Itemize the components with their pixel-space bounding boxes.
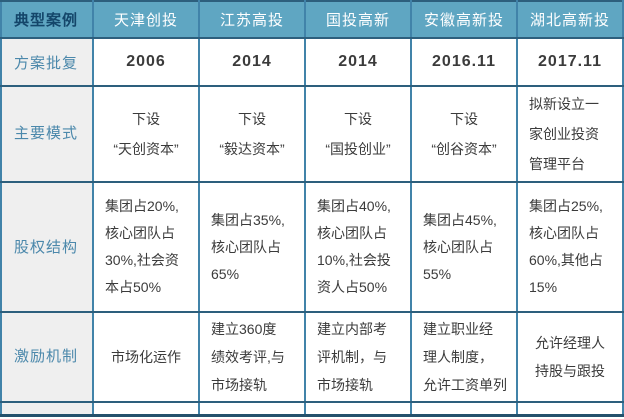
table-cell: 2016.11 xyxy=(410,37,518,87)
table-cell xyxy=(410,401,518,416)
table-cell xyxy=(198,401,306,416)
row-label: 方案批复 xyxy=(0,37,94,87)
row-label: 激励机制 xyxy=(0,311,94,403)
table-cell: 2017.11 xyxy=(516,37,624,87)
table-row-clipped xyxy=(0,401,624,416)
table-cell: 建立职业经 理人制度， 允许工资单列 xyxy=(410,311,518,403)
column-header: 江苏高投 xyxy=(198,0,306,39)
table-cell: 下设 “天创资本” xyxy=(92,85,200,183)
row-label xyxy=(0,401,94,416)
table-row: 方案批复 2006 2014 2014 2016.11 2017.11 xyxy=(0,37,624,87)
table-cell: 允许经理人 持股与跟投 xyxy=(516,311,624,403)
table-cell: 集团占35%, 核心团队占 65% xyxy=(198,181,306,313)
table-cell: 2006 xyxy=(92,37,200,87)
table-cell: 2014 xyxy=(198,37,306,87)
table-row: 股权结构 集团占20%, 核心团队占 30%,社会资 本占50% 集团占35%,… xyxy=(0,181,624,313)
column-header: 安徽高新投 xyxy=(410,0,518,39)
column-header: 湖北高新投 xyxy=(516,0,624,39)
row-label: 主要模式 xyxy=(0,85,94,183)
table-cell: 市场化运作 xyxy=(92,311,200,403)
table-cell: 建立360度 绩效考评,与 市场接轨 xyxy=(198,311,306,403)
column-header: 天津创投 xyxy=(92,0,200,39)
table-cell xyxy=(304,401,412,416)
table-cell: 集团占40%, 核心团队占 10%,社会投 资人占50% xyxy=(304,181,412,313)
table-row: 主要模式 下设 “天创资本” 下设 “毅达资本” 下设 “国投创业” 下设 “创… xyxy=(0,85,624,183)
table-cell: 2014 xyxy=(304,37,412,87)
table-cell xyxy=(516,401,624,416)
corner-header-cell: 典型案例 xyxy=(0,0,94,39)
row-label: 股权结构 xyxy=(0,181,94,313)
table-cell: 集团占20%, 核心团队占 30%,社会资 本占50% xyxy=(92,181,200,313)
table-cell: 建立内部考 评机制，与 市场接轨 xyxy=(304,311,412,403)
table-cell: 下设 “创谷资本” xyxy=(410,85,518,183)
table-cell: 拟新设立一 家创业投资 管理平台 xyxy=(516,85,624,183)
column-header: 国投高新 xyxy=(304,0,412,39)
table-cell: 集团占45%, 核心团队占 55% xyxy=(410,181,518,313)
table-cell xyxy=(92,401,200,416)
table-cell: 集团占25%, 核心团队占 60%,其他占 15% xyxy=(516,181,624,313)
table-row: 激励机制 市场化运作 建立360度 绩效考评,与 市场接轨 建立内部考 评机制，… xyxy=(0,311,624,403)
table-cell: 下设 “国投创业” xyxy=(304,85,412,183)
header-row: 典型案例 天津创投 江苏高投 国投高新 安徽高新投 湖北高新投 xyxy=(0,0,624,39)
table-cell: 下设 “毅达资本” xyxy=(198,85,306,183)
